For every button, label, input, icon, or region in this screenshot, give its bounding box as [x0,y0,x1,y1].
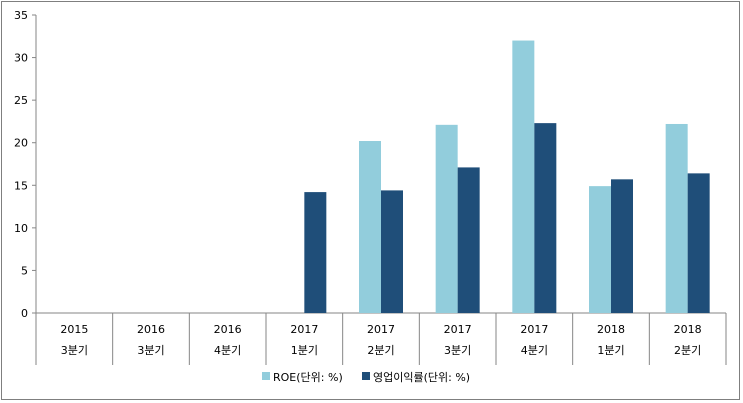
bar-operating-margin [611,179,633,313]
x-tick-label-year: 2017 [367,323,395,336]
bar-roe [435,124,458,313]
y-tick-label: 10 [14,222,28,235]
bar-roe [665,123,688,314]
y-tick-label: 5 [21,264,28,277]
x-tick-label-year: 2016 [137,323,165,336]
bar-roe [359,141,381,313]
x-tick-label-quarter: 3분기 [444,344,471,357]
x-tick-label-quarter: 1분기 [291,344,318,357]
bar-operating-margin [457,167,480,313]
x-tick-label-quarter: 2분기 [367,344,394,357]
bar-operating-margin [381,190,403,313]
x-tick-label-quarter: 3분기 [137,344,164,357]
legend-swatch-roe [262,372,270,380]
legend-label-operating-margin: 영업이익률(단위: %) [373,371,470,384]
y-tick-label: 15 [14,179,28,192]
x-tick-label-year: 2016 [214,323,242,336]
x-tick-label-year: 2017 [520,323,548,336]
y-tick-label: 0 [21,307,28,320]
legend-swatch-operating-margin [362,372,370,380]
bar-roe [589,186,611,313]
x-tick-label-quarter: 4분기 [214,344,241,357]
y-tick-label: 30 [14,52,28,65]
bar-operating-margin [304,192,327,313]
legend-label-roe: ROE(단위: %) [273,371,343,384]
x-tick-label-quarter: 2분기 [674,344,701,357]
x-tick-label-year: 2018 [597,323,625,336]
y-tick-label: 35 [14,9,28,22]
x-tick-label-year: 2015 [60,323,88,336]
x-tick-label-year: 2017 [290,323,318,336]
y-tick-label: 20 [14,137,28,150]
bar-roe [512,40,535,314]
x-tick-label-quarter: 4분기 [521,344,548,357]
x-tick-label-year: 2018 [674,323,702,336]
x-tick-label-quarter: 1분기 [597,344,624,357]
bar-operating-margin [687,173,710,313]
y-tick-label: 25 [14,94,28,107]
x-tick-label-quarter: 3분기 [61,344,88,357]
bar-operating-margin [534,123,557,313]
x-tick-label-year: 2017 [444,323,472,336]
